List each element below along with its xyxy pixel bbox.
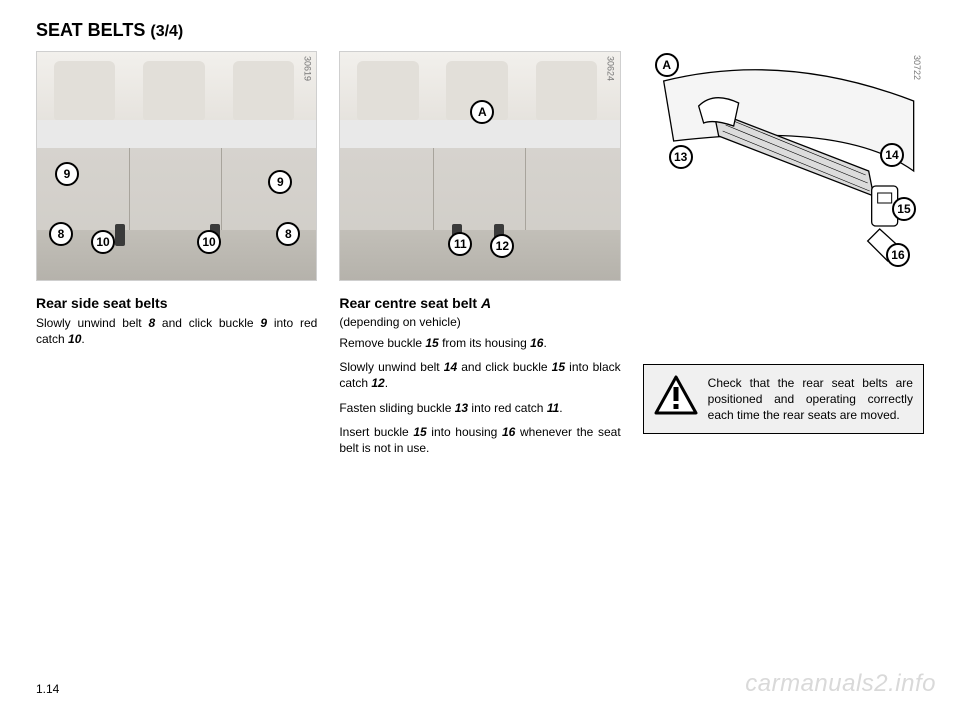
ref-num: 10 (68, 332, 81, 346)
center-p4: Insert buckle 15 into housing 16 wheneve… (339, 424, 620, 456)
left-heading: Rear side seat belts (36, 295, 317, 311)
headrest-shape (536, 61, 597, 120)
txt: . (81, 332, 84, 346)
ref-num: 16 (502, 425, 515, 439)
callout-14: 14 (880, 143, 904, 167)
seam-shape (221, 148, 222, 230)
txt: Rear centre seat belt (339, 295, 481, 311)
left-p1: Slowly unwind belt 8 and click buckle 9 … (36, 315, 317, 347)
warning-box: Check that the rear seat belts are posit… (643, 364, 924, 435)
txt: into red catch (468, 401, 547, 415)
callout-10: 10 (91, 230, 115, 254)
center-subnote: (depending on vehicle) (339, 315, 620, 329)
ref-letter: A (481, 295, 491, 311)
title-main: SEAT BELTS (36, 20, 145, 40)
columns: 9 9 8 8 10 10 30619 Rear side seat belts… (36, 51, 924, 464)
ref-num: 14 (444, 360, 457, 374)
headrest-shape (357, 61, 418, 120)
figure-ref: 30619 (302, 56, 312, 81)
headrest-shape (233, 61, 294, 120)
callout-16: 16 (886, 243, 910, 267)
center-p2: Slowly unwind belt 14 and click buckle 1… (339, 359, 620, 391)
txt: and click buckle (155, 316, 260, 330)
cushion-shape (340, 230, 619, 280)
figure-left: 9 9 8 8 10 10 30619 (36, 51, 317, 281)
callout-8: 8 (49, 222, 73, 246)
txt: from its housing (439, 336, 530, 350)
seam-shape (525, 148, 526, 230)
center-heading: Rear centre seat belt A (339, 295, 620, 311)
warning-icon (654, 375, 698, 415)
ref-num: 16 (530, 336, 543, 350)
txt: Insert buckle (339, 425, 413, 439)
ref-num: 15 (413, 425, 426, 439)
txt: into housing (427, 425, 502, 439)
center-p1: Remove buckle 15 from its housing 16. (339, 335, 620, 351)
col-left: 9 9 8 8 10 10 30619 Rear side seat belts… (36, 51, 317, 464)
callout-15: 15 (892, 197, 916, 221)
col-center: A 11 12 30624 Rear centre seat belt A (d… (339, 51, 620, 464)
ref-num: 13 (455, 401, 468, 415)
figure-ref: 30722 (912, 55, 922, 80)
warning-text: Check that the rear seat belts are posit… (708, 375, 913, 424)
callout-10: 10 (197, 230, 221, 254)
txt: Slowly unwind belt (339, 360, 443, 374)
txt: . (543, 336, 546, 350)
txt: and click buckle (457, 360, 552, 374)
txt: Fasten sliding buckle (339, 401, 454, 415)
seam-shape (129, 148, 130, 230)
buckle-shape (115, 224, 125, 246)
callout-a: A (470, 100, 494, 124)
headrest-shape (143, 61, 204, 120)
figure-ref: 30624 (606, 56, 616, 81)
ref-num: 15 (552, 360, 565, 374)
ref-num: 11 (547, 401, 559, 415)
watermark: carmanuals2.info (745, 670, 936, 698)
txt: . (385, 376, 388, 390)
txt: Remove buckle (339, 336, 425, 350)
page: SEAT BELTS (3/4) 9 9 8 8 10 10 (0, 0, 960, 710)
spacer (643, 291, 924, 364)
seam-shape (433, 148, 434, 230)
col-right: A 13 14 15 16 30722 Check that the rear … (643, 51, 924, 464)
center-p3: Fasten sliding buckle 13 into red catch … (339, 400, 620, 416)
page-title: SEAT BELTS (3/4) (36, 20, 924, 41)
callout-a: A (655, 53, 679, 77)
cushion-shape (37, 230, 316, 280)
txt: Slowly unwind belt (36, 316, 148, 330)
figure-center: A 11 12 30624 (339, 51, 620, 281)
callout-9: 9 (55, 162, 79, 186)
ref-num: 12 (371, 376, 384, 390)
page-number: 1.14 (36, 682, 59, 696)
headrest-shape (54, 61, 115, 120)
figure-right: A 13 14 15 16 30722 (643, 51, 924, 281)
title-part: (3/4) (150, 23, 183, 40)
ref-num: 15 (425, 336, 438, 350)
txt: . (559, 401, 562, 415)
callout-13: 13 (669, 145, 693, 169)
